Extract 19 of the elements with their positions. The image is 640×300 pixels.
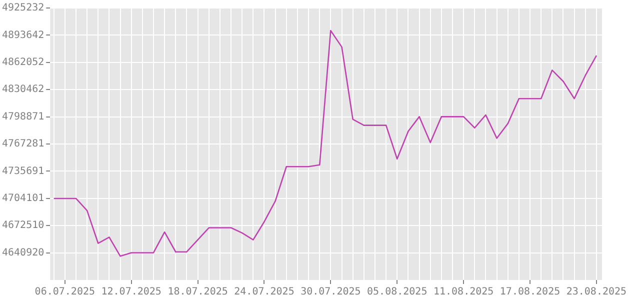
- y-tick-label: 4798871: [2, 111, 44, 122]
- y-tick-label: 4893642: [2, 30, 44, 41]
- y-tick-label: 4640920: [2, 247, 44, 258]
- x-tick-label: 05.08.2025: [367, 286, 428, 298]
- x-tick-label: 30.07.2025: [300, 286, 361, 298]
- x-tick-label: 18.07.2025: [168, 286, 228, 298]
- x-tick-label: 23.08.2025: [566, 286, 627, 298]
- x-tick-label: 12.07.2025: [101, 286, 162, 298]
- y-tick-label: 4767281: [2, 138, 44, 150]
- x-tick-label: 17.08.2025: [500, 286, 560, 298]
- x-tick-label: 11.08.2025: [433, 286, 494, 298]
- x-tick-label: 24.07.2025: [234, 286, 294, 298]
- y-tick-label: 4735691: [2, 166, 44, 177]
- y-tick-label: 4862052: [2, 56, 44, 68]
- y-tick-label: 4925232: [2, 2, 44, 14]
- y-tick-label: 4704101: [2, 192, 44, 204]
- y-tick-label: 4672510: [2, 220, 44, 232]
- y-tick-label: 4830462: [2, 84, 44, 96]
- x-tick-label: 06.07.2025: [34, 286, 96, 298]
